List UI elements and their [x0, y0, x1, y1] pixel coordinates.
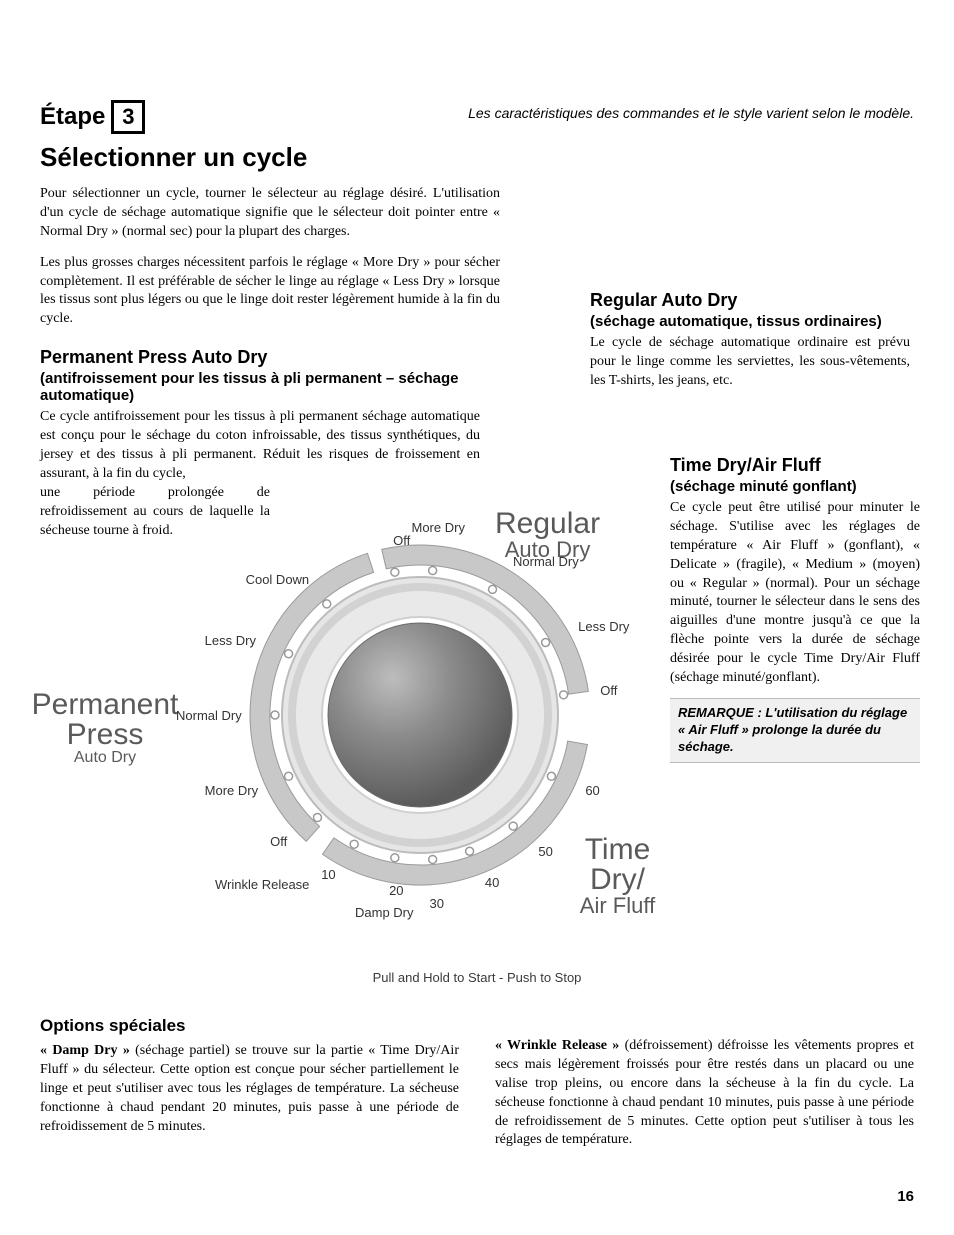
reg-heading: Regular Auto Dry — [590, 290, 910, 311]
reg-body: Le cycle de séchage automatique ordinair… — [590, 334, 910, 391]
options-section: Options spéciales « Damp Dry » (séchage … — [40, 1015, 914, 1150]
dial-label-damp-dry: Damp Dry — [355, 905, 414, 920]
dial-tick-less_dry_l: Less Dry — [205, 633, 256, 648]
dial-tick-less_dry_r: Less Dry — [578, 619, 629, 634]
intro-p1: Pour sélectionner un cycle, tourner le s… — [40, 185, 500, 242]
dial-group-timedry-l2: Air Fluff — [560, 895, 675, 917]
dial-tick-t30: 30 — [430, 896, 444, 911]
dial-tick-t20: 20 — [389, 883, 403, 898]
intro-column: Pour sélectionner un cycle, tourner le s… — [40, 185, 500, 329]
dial-tick-more_dry_l: More Dry — [205, 783, 258, 798]
step-number: 3 — [111, 100, 145, 134]
dial-group-timedry: Time Dry/ Air Fluff — [560, 835, 675, 917]
pull-hold-instruction: Pull and Hold to Start - Push to Stop — [0, 970, 954, 985]
time-body: Ce cycle peut être utilisé pour minuter … — [670, 499, 920, 688]
dial-tick-off_l: Off — [270, 834, 287, 849]
dial-tick-off_r: Off — [600, 683, 617, 698]
step-label: Étape — [40, 103, 105, 131]
cycle-dial: Regular Auto Dry Permanent Press Auto Dr… — [25, 505, 675, 935]
options-col-1: Options spéciales « Damp Dry » (séchage … — [40, 1015, 459, 1150]
dial-label-wrinkle-release: Wrinkle Release — [215, 877, 309, 892]
dial-group-regular-l1: Regular — [495, 509, 600, 539]
options-col-2: « Wrinkle Release » (défroissement) défr… — [495, 1015, 914, 1150]
pp-subheading: (antifroissement pour les tissus à pli p… — [40, 370, 480, 404]
timedry-section: Time Dry/Air Fluff (séchage minuté gonfl… — [670, 455, 920, 763]
dial-group-permanent-l2: Press — [25, 720, 185, 750]
dial-tick-t60: 60 — [585, 783, 599, 798]
dial-tick-cool_down: Cool Down — [246, 572, 310, 587]
dial-group-permanent-l1: Permanent — [25, 690, 185, 720]
remarque-lead: REMARQUE : — [678, 705, 762, 720]
dial-tick-t10: 10 — [321, 867, 335, 882]
model-tagline: Les caractéristiques des commandes et le… — [468, 105, 914, 121]
dial-tick-off_top: Off — [393, 533, 410, 548]
page-title: Sélectionner un cycle — [40, 142, 914, 173]
pp-body-wide: Ce cycle antifroissement pour les tissus… — [40, 408, 480, 484]
time-subheading: (séchage minuté gonflant) — [670, 478, 920, 495]
dial-tick-t50: 50 — [538, 844, 552, 859]
reg-subheading: (séchage automatique, tissus ordinaires) — [590, 313, 910, 330]
dial-tick-more_dry_top: More Dry — [412, 520, 465, 535]
remarque-note: REMARQUE : L'utilisation du réglage « Ai… — [670, 698, 920, 763]
options-heading: Options spéciales — [40, 1015, 459, 1038]
intro-p2: Les plus grosses charges nécessitent par… — [40, 254, 500, 330]
dial-group-permanent-l3: Auto Dry — [25, 750, 185, 766]
dial-tick-normal_dry_l: Normal Dry — [176, 708, 242, 723]
dial-group-permanent: Permanent Press Auto Dry — [25, 690, 185, 766]
time-heading: Time Dry/Air Fluff — [670, 455, 920, 476]
dial-group-timedry-l1: Time Dry/ — [560, 835, 675, 895]
page-number: 16 — [897, 1188, 914, 1205]
dial-tick-t40: 40 — [485, 875, 499, 890]
regular-autodry-section: Regular Auto Dry (séchage automatique, t… — [590, 290, 910, 391]
pp-heading: Permanent Press Auto Dry — [40, 347, 480, 368]
dial-tick-normal_dry_r: Normal Dry — [513, 554, 579, 569]
